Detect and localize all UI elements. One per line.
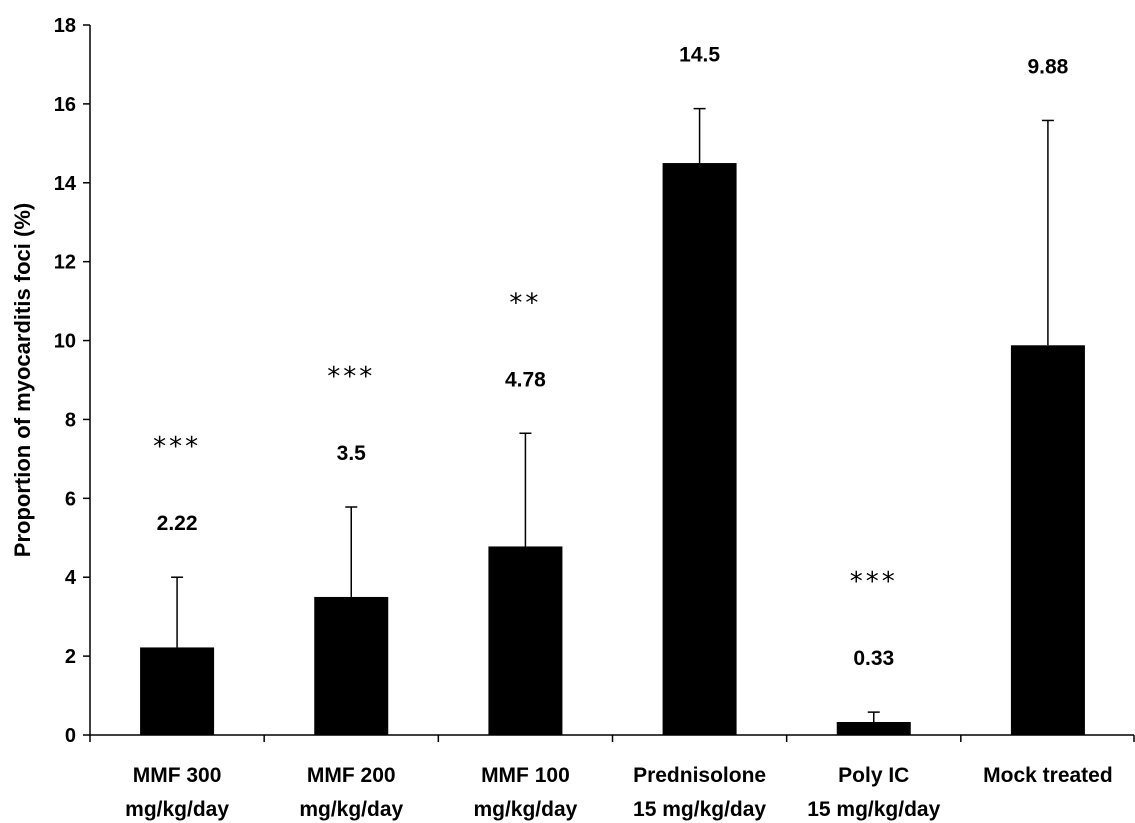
x-category-label: 15 mg/kg/day <box>807 798 940 821</box>
y-tick-label: 0 <box>65 725 76 747</box>
bar <box>314 596 389 735</box>
bars <box>140 163 1085 736</box>
x-axis-labels: MMF 300 mg/kg/day MMF 200 mg/kg/day MMF 100 m… <box>125 764 1113 821</box>
bar <box>140 647 215 735</box>
y-axis-title: Proportion of myocarditis foci (%) <box>10 203 35 557</box>
x-category-label: MMF 200 <box>307 764 396 787</box>
x-category-label: 15 mg/kg/day <box>633 798 766 821</box>
significance-marker: *** <box>327 362 375 392</box>
y-tick-label: 6 <box>65 488 76 510</box>
y-tick-label: 18 <box>54 15 76 37</box>
data-label: 4.78 <box>505 368 546 391</box>
x-category-label: mg/kg/day <box>473 798 577 821</box>
bar <box>836 721 911 735</box>
y-tick-label: 2 <box>65 646 76 668</box>
data-label: 14.5 <box>679 44 720 67</box>
bar <box>662 163 737 736</box>
y-tick-label: 12 <box>54 252 76 274</box>
y-axis-title-group: Proportion of myocarditis foci (%) <box>10 203 35 557</box>
y-tick-label: 8 <box>65 409 76 431</box>
data-labels: 2.22 *** 3.5 *** 4.78 ** 14.5 0.33 *** 9.88 <box>153 44 1069 670</box>
bar <box>1010 345 1085 735</box>
y-axis-ticks: 0 2 4 6 8 10 12 14 16 18 <box>54 15 90 747</box>
x-category-label: mg/kg/day <box>299 798 403 821</box>
significance-marker: *** <box>850 567 898 597</box>
data-label: 3.5 <box>337 442 367 465</box>
x-category-label: Prednisolone <box>633 764 766 787</box>
y-tick-label: 14 <box>54 173 77 195</box>
x-category-label: mg/kg/day <box>125 798 229 821</box>
significance-marker: *** <box>153 432 201 462</box>
error-bars <box>171 107 1054 722</box>
y-tick-label: 4 <box>65 567 77 589</box>
x-category-label: MMF 300 <box>133 764 222 787</box>
x-category-label: MMF 100 <box>481 764 570 787</box>
data-label: 0.33 <box>853 647 894 670</box>
y-tick-label: 10 <box>54 331 76 353</box>
axes <box>89 25 1135 742</box>
data-label: 2.22 <box>157 512 198 535</box>
data-label: 9.88 <box>1027 55 1068 78</box>
x-category-label: Mock treated <box>983 764 1113 787</box>
bar <box>488 546 563 735</box>
x-category-label: Poly IC <box>838 764 909 787</box>
significance-marker: ** <box>509 288 541 318</box>
y-tick-label: 16 <box>54 94 76 116</box>
